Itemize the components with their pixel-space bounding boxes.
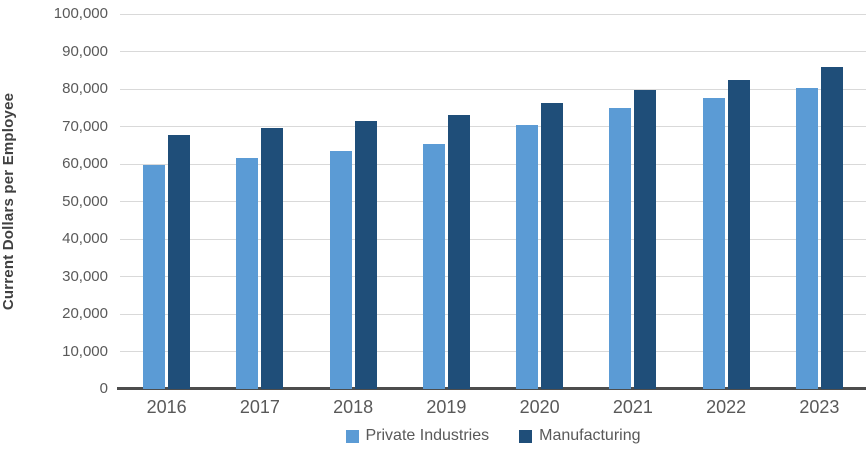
gridline <box>120 164 866 165</box>
y-tick-label: 80,000 <box>62 80 108 97</box>
y-tick-label: 10,000 <box>62 342 108 360</box>
x-tick-label: 2022 <box>706 397 747 417</box>
bar-manufacturing-2021 <box>634 90 657 389</box>
y-tick-label: 90,000 <box>62 42 108 60</box>
bar-manufacturing-2016 <box>168 135 191 389</box>
bar-manufacturing-2019 <box>447 115 470 389</box>
gridline <box>120 276 866 277</box>
legend-swatch-icon <box>519 429 533 443</box>
gridline <box>120 201 866 202</box>
x-tick-label: 2023 <box>799 397 840 417</box>
bar-manufacturing-2018 <box>354 120 377 389</box>
y-tick-label: 30,000 <box>62 267 108 285</box>
bar-manufacturing-2020 <box>541 102 564 389</box>
gridline <box>120 89 866 90</box>
gridline <box>120 126 866 127</box>
gridline <box>120 14 866 15</box>
bar-private-industries-2018 <box>329 150 352 389</box>
x-tick-label: 2020 <box>519 397 560 417</box>
y-tick-label: 0 <box>99 380 108 397</box>
legend-label: Private Industries <box>365 427 490 444</box>
gridline <box>120 51 866 52</box>
y-tick-label: 60,000 <box>62 155 108 172</box>
legend-item-private-industries: Private Industries <box>345 427 490 445</box>
bar-private-industries-2022 <box>702 97 725 389</box>
y-tick-label: 100,000 <box>53 5 108 22</box>
y-tick-label: 70,000 <box>62 117 108 135</box>
y-tick-label: 50,000 <box>62 192 108 210</box>
bar-manufacturing-2017 <box>261 128 284 389</box>
bar-private-industries-2020 <box>516 124 539 389</box>
plot-area <box>117 14 866 390</box>
x-tick-label: 2017 <box>239 397 280 417</box>
x-axis-line <box>117 387 866 390</box>
bar-private-industries-2016 <box>143 165 166 389</box>
x-tick-label: 2021 <box>612 397 653 417</box>
legend-item-manufacturing: Manufacturing <box>519 427 641 445</box>
bar-private-industries-2019 <box>422 144 445 389</box>
gridline <box>120 239 866 240</box>
gridline <box>120 351 866 352</box>
bar-private-industries-2021 <box>609 107 632 389</box>
gridline <box>120 314 866 315</box>
x-tick-label: 2016 <box>146 397 187 417</box>
bar-manufacturing-2023 <box>820 67 843 389</box>
x-tick-label: 2018 <box>333 397 374 417</box>
legend-label: Manufacturing <box>539 427 641 444</box>
y-tick-label: 20,000 <box>62 305 108 322</box>
legend-swatch-icon <box>345 429 359 443</box>
x-tick-label: 2019 <box>426 397 467 417</box>
y-tick-label: 40,000 <box>62 230 108 247</box>
bar-private-industries-2017 <box>236 157 259 389</box>
bar-manufacturing-2022 <box>727 79 750 389</box>
bar-private-industries-2023 <box>795 88 818 389</box>
legend: Private Industries Manufacturing <box>120 427 866 445</box>
